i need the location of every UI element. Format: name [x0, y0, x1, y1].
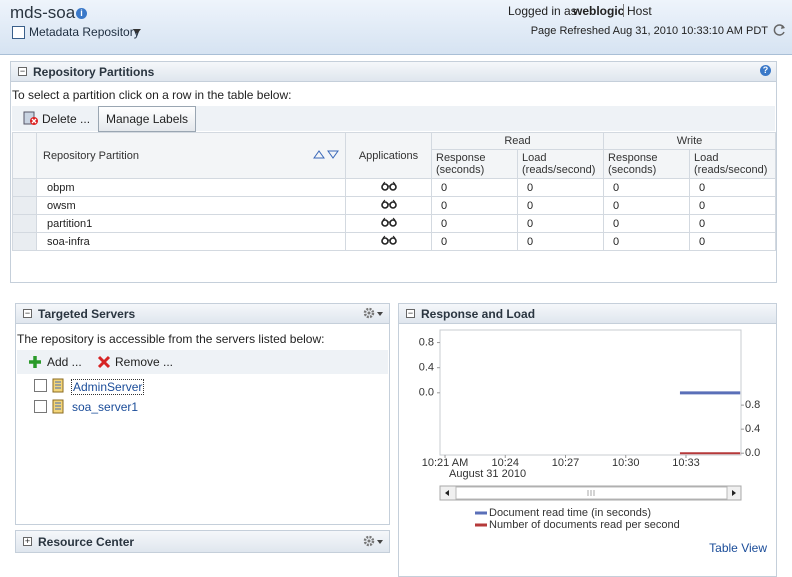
selector-header: [12, 132, 37, 179]
metric-cell: 0: [516, 232, 605, 251]
y2-tick-label: 0.8: [745, 399, 760, 411]
scrollbar[interactable]: [439, 485, 742, 501]
remove-icon[interactable]: [97, 355, 111, 369]
table-row[interactable]: soa-infra 0 0 0 0: [12, 232, 777, 251]
applications-icon[interactable]: [380, 199, 397, 209]
sort-icons[interactable]: [313, 150, 341, 159]
legend-entry: Document read time (in seconds): [489, 507, 651, 519]
info-icon[interactable]: i: [76, 8, 87, 19]
table-row[interactable]: obpm 0 0 0 0: [12, 178, 777, 197]
legend-entry: Number of documents read per second: [489, 519, 680, 531]
collapse-toggle[interactable]: −: [18, 66, 27, 76]
target-icon: [12, 26, 25, 39]
column-group-header: Write: [603, 132, 777, 150]
manage-labels-button[interactable]: Manage Labels: [98, 106, 197, 132]
servers-panel: − Targeted Servers The repository is acc…: [15, 303, 390, 525]
checkbox[interactable]: [34, 400, 47, 413]
panel-title: Repository Partitions: [33, 65, 155, 79]
x-tick-label: 10:21 AM: [422, 457, 468, 469]
table-view-link[interactable]: Table View: [709, 541, 767, 555]
panel-header: − Targeted Servers: [16, 304, 389, 324]
column-header: Applications: [345, 132, 432, 179]
column-header: Load (reads/second): [516, 149, 605, 179]
x-tick-label: 10:33: [672, 457, 700, 469]
column-header: Load (reads/second): [689, 149, 777, 179]
instruction: The repository is accessible from the se…: [17, 332, 325, 346]
panel-title: Response and Load: [421, 307, 536, 321]
x-axis-sublabel: August 31 2010: [449, 468, 526, 480]
user-name: weblogic: [573, 4, 625, 18]
header: mds-soa i Metadata Repository Logged in …: [0, 0, 792, 55]
remove-button[interactable]: Remove ...: [115, 355, 174, 369]
gear-menu[interactable]: [363, 307, 385, 320]
partition-name: soa-infra: [36, 232, 346, 251]
x-tick-label: 10:30: [612, 457, 640, 469]
server-icon: [52, 378, 64, 393]
toolbar: Delete ... Manage Labels: [12, 106, 775, 132]
expand-toggle[interactable]: +: [23, 536, 32, 546]
x-tick-label: 10:24: [491, 457, 519, 469]
panel-title: Resource Center: [38, 535, 135, 549]
applications-icon[interactable]: [380, 235, 397, 245]
y2-tick-label: 0.4: [745, 423, 760, 435]
y-tick-label: 0.4: [419, 362, 434, 374]
separator: [623, 4, 624, 17]
metric-cell: 0: [689, 232, 777, 251]
help-icon[interactable]: ?: [760, 65, 771, 76]
column-header: Response (seconds): [431, 149, 518, 179]
applications-icon[interactable]: [380, 181, 397, 191]
delete-icon[interactable]: [23, 111, 39, 126]
menu-arrow[interactable]: [133, 29, 141, 35]
logged-in-label: Logged in as: [508, 4, 577, 18]
add-button[interactable]: Add ...: [47, 355, 82, 369]
server-icon: [52, 399, 64, 414]
column-header: Response (seconds): [603, 149, 691, 179]
add-icon[interactable]: [28, 355, 42, 369]
partitions-table: Repository Partition Applications Read W…: [12, 132, 777, 251]
checkbox[interactable]: [34, 379, 47, 392]
refresh-icon[interactable]: [773, 23, 787, 37]
resource-center-panel: + Resource Center: [15, 530, 390, 553]
y-tick-label: 0.0: [419, 387, 434, 399]
panel-header: + Resource Center: [16, 531, 389, 552]
column-header[interactable]: Repository Partition: [36, 132, 346, 179]
column-group-header: Read: [430, 132, 605, 150]
panel-title: Targeted Servers: [38, 307, 136, 321]
y-tick-label: 0.8: [419, 336, 434, 348]
instruction: To select a partition click on a row in …: [12, 88, 292, 102]
target-menu[interactable]: Metadata Repository: [29, 25, 140, 39]
server-link[interactable]: AdminServer: [71, 379, 145, 395]
collapse-toggle[interactable]: −: [23, 308, 32, 318]
collapse-toggle[interactable]: −: [406, 308, 415, 318]
header-text: Repository Partition: [43, 149, 139, 162]
partition-name: partition1: [36, 214, 346, 233]
page-title: mds-soa: [10, 3, 76, 22]
page-refreshed: Page Refreshed Aug 31, 2010 10:33:10 AM …: [530, 25, 768, 37]
applications-icon[interactable]: [380, 217, 397, 227]
panel-header: − Response and Load: [399, 304, 776, 324]
host-link[interactable]: Host: [627, 4, 652, 18]
delete-button[interactable]: Delete ...: [42, 112, 91, 126]
server-link[interactable]: soa_server1: [72, 400, 139, 414]
x-tick-label: 10:27: [552, 457, 580, 469]
toolbar: Add ... Remove ...: [17, 350, 388, 374]
panel-header: − Repository Partitions ?: [11, 62, 776, 82]
y2-tick-label: 0.0: [745, 447, 760, 459]
partitions-panel: − Repository Partitions ? To select a pa…: [10, 61, 777, 283]
gear-menu[interactable]: [363, 535, 385, 548]
row-selector: [12, 232, 37, 251]
